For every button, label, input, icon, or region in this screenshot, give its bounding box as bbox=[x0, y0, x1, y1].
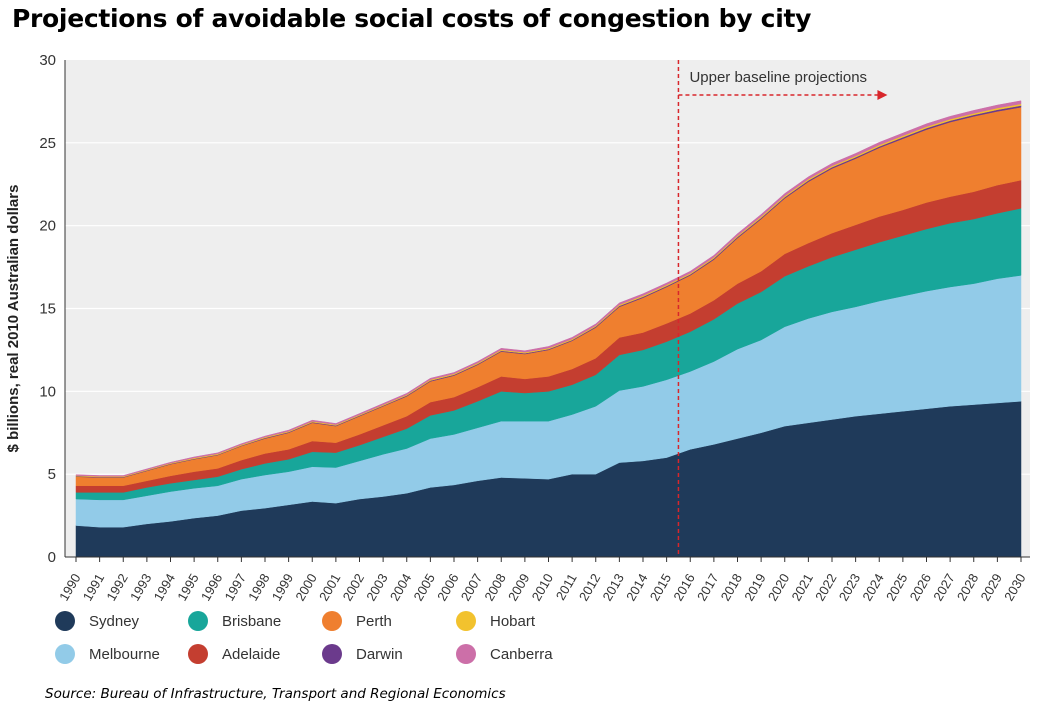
x-tick-label: 2018 bbox=[718, 571, 745, 604]
legend-swatch-sydney bbox=[55, 611, 75, 631]
x-tick-label: 2022 bbox=[812, 571, 839, 604]
x-tick-label: 1991 bbox=[80, 571, 107, 604]
x-tick-label: 2011 bbox=[553, 571, 580, 603]
x-tick-label: 2030 bbox=[1001, 571, 1028, 604]
legend-swatch-darwin bbox=[322, 644, 342, 664]
x-tick-label: 2021 bbox=[789, 571, 816, 604]
legend-swatch-melbourne bbox=[55, 644, 75, 664]
x-tick-label: 1993 bbox=[127, 571, 154, 604]
y-axis: 0 5 10 15 20 25 30 bbox=[39, 52, 66, 566]
legend-swatch-hobart bbox=[456, 611, 476, 631]
legend-label: Adelaide bbox=[222, 645, 281, 663]
x-tick-label: 2029 bbox=[978, 571, 1005, 604]
legend-item-hobart: Hobart bbox=[456, 611, 535, 631]
legend-swatch-brisbane bbox=[188, 611, 208, 631]
x-tick-label: 2020 bbox=[765, 571, 792, 604]
legend-item-adelaide: Adelaide bbox=[188, 644, 280, 664]
y-tick-label: 30 bbox=[39, 52, 56, 69]
x-tick-label: 1990 bbox=[56, 571, 83, 604]
x-tick-label: 2014 bbox=[623, 571, 650, 604]
legend-label: Darwin bbox=[356, 645, 403, 663]
x-tick-label: 2006 bbox=[434, 571, 461, 604]
legend-item-melbourne: Melbourne bbox=[55, 644, 160, 664]
legend-item-canberra: Canberra bbox=[456, 644, 553, 664]
legend-label: Sydney bbox=[89, 612, 140, 630]
x-tick-label: 2012 bbox=[576, 571, 603, 604]
x-tick-label: 1995 bbox=[174, 571, 201, 604]
x-tick-label: 1992 bbox=[103, 571, 130, 604]
area-canberra bbox=[75, 100, 1022, 477]
x-tick-label: 2009 bbox=[505, 571, 532, 604]
legend-label: Perth bbox=[356, 612, 392, 630]
x-tick-label: 2015 bbox=[647, 571, 674, 604]
y-tick-label: 25 bbox=[39, 135, 56, 152]
x-tick-label: 2013 bbox=[600, 571, 627, 604]
x-tick-label: 2004 bbox=[387, 571, 414, 604]
y-tick-label: 15 bbox=[39, 301, 56, 318]
legend-item-darwin: Darwin bbox=[322, 644, 403, 664]
x-tick-label: 1998 bbox=[245, 571, 272, 604]
x-tick-label: 2025 bbox=[883, 571, 910, 604]
x-tick-label: 1997 bbox=[222, 571, 249, 604]
x-tick-label: 1996 bbox=[198, 571, 225, 604]
legend-label: Brisbane bbox=[222, 612, 282, 630]
x-axis: 1990199119921993199419951996199719981999… bbox=[56, 556, 1030, 604]
x-tick-label: 2010 bbox=[529, 571, 556, 604]
x-tick-label: 2026 bbox=[907, 571, 934, 604]
stacked-area-chart: Upper baseline projections 051015202530 … bbox=[5, 52, 1030, 604]
baseline-marker: Upper baseline projections bbox=[677, 60, 888, 557]
x-tick-label: 2019 bbox=[741, 571, 768, 604]
x-tick-label: 2002 bbox=[340, 571, 367, 604]
legend-swatch-canberra bbox=[456, 644, 476, 664]
x-tick-label: 2028 bbox=[954, 571, 981, 604]
x-tick-label: 2024 bbox=[859, 571, 886, 604]
baseline-annotation: Upper baseline projections bbox=[689, 69, 867, 86]
legend-item-sydney: Sydney bbox=[55, 611, 139, 631]
y-axis-label: $ billions, real 2010 Australian dollars bbox=[5, 185, 22, 453]
x-tick-label: 1994 bbox=[151, 571, 178, 604]
legend-label: Canberra bbox=[490, 645, 553, 663]
x-tick-label: 2003 bbox=[363, 571, 390, 604]
x-tick-label: 2005 bbox=[411, 571, 438, 604]
legend-label: Hobart bbox=[490, 612, 536, 630]
x-tick-label: 2000 bbox=[292, 571, 319, 604]
x-tick-label: 2027 bbox=[930, 571, 957, 604]
x-tick-label: 2023 bbox=[836, 571, 863, 604]
x-tick-label: 2001 bbox=[316, 571, 343, 604]
legend-item-perth: Perth bbox=[322, 611, 392, 631]
y-tick-label: 5 bbox=[48, 466, 56, 483]
legend-item-brisbane: Brisbane bbox=[188, 611, 281, 631]
x-tick-label: 2017 bbox=[694, 571, 721, 604]
chart-title: Projections of avoidable social costs of… bbox=[12, 4, 812, 33]
baseline-arrow-head bbox=[877, 90, 888, 100]
legend-label: Melbourne bbox=[89, 645, 160, 663]
y-tick-label: 10 bbox=[39, 383, 56, 400]
x-tick-label: 1999 bbox=[269, 571, 296, 604]
x-tick-label: 2007 bbox=[458, 571, 485, 604]
source-note: Source: Bureau of Infrastructure, Transp… bbox=[45, 686, 506, 702]
y-tick-label: 0 bbox=[48, 549, 56, 566]
legend-swatch-adelaide bbox=[188, 644, 208, 664]
legend-swatch-perth bbox=[322, 611, 342, 631]
x-tick-label: 2016 bbox=[670, 571, 697, 604]
y-tick-label: 20 bbox=[39, 218, 56, 235]
x-tick-label: 2008 bbox=[481, 571, 508, 604]
